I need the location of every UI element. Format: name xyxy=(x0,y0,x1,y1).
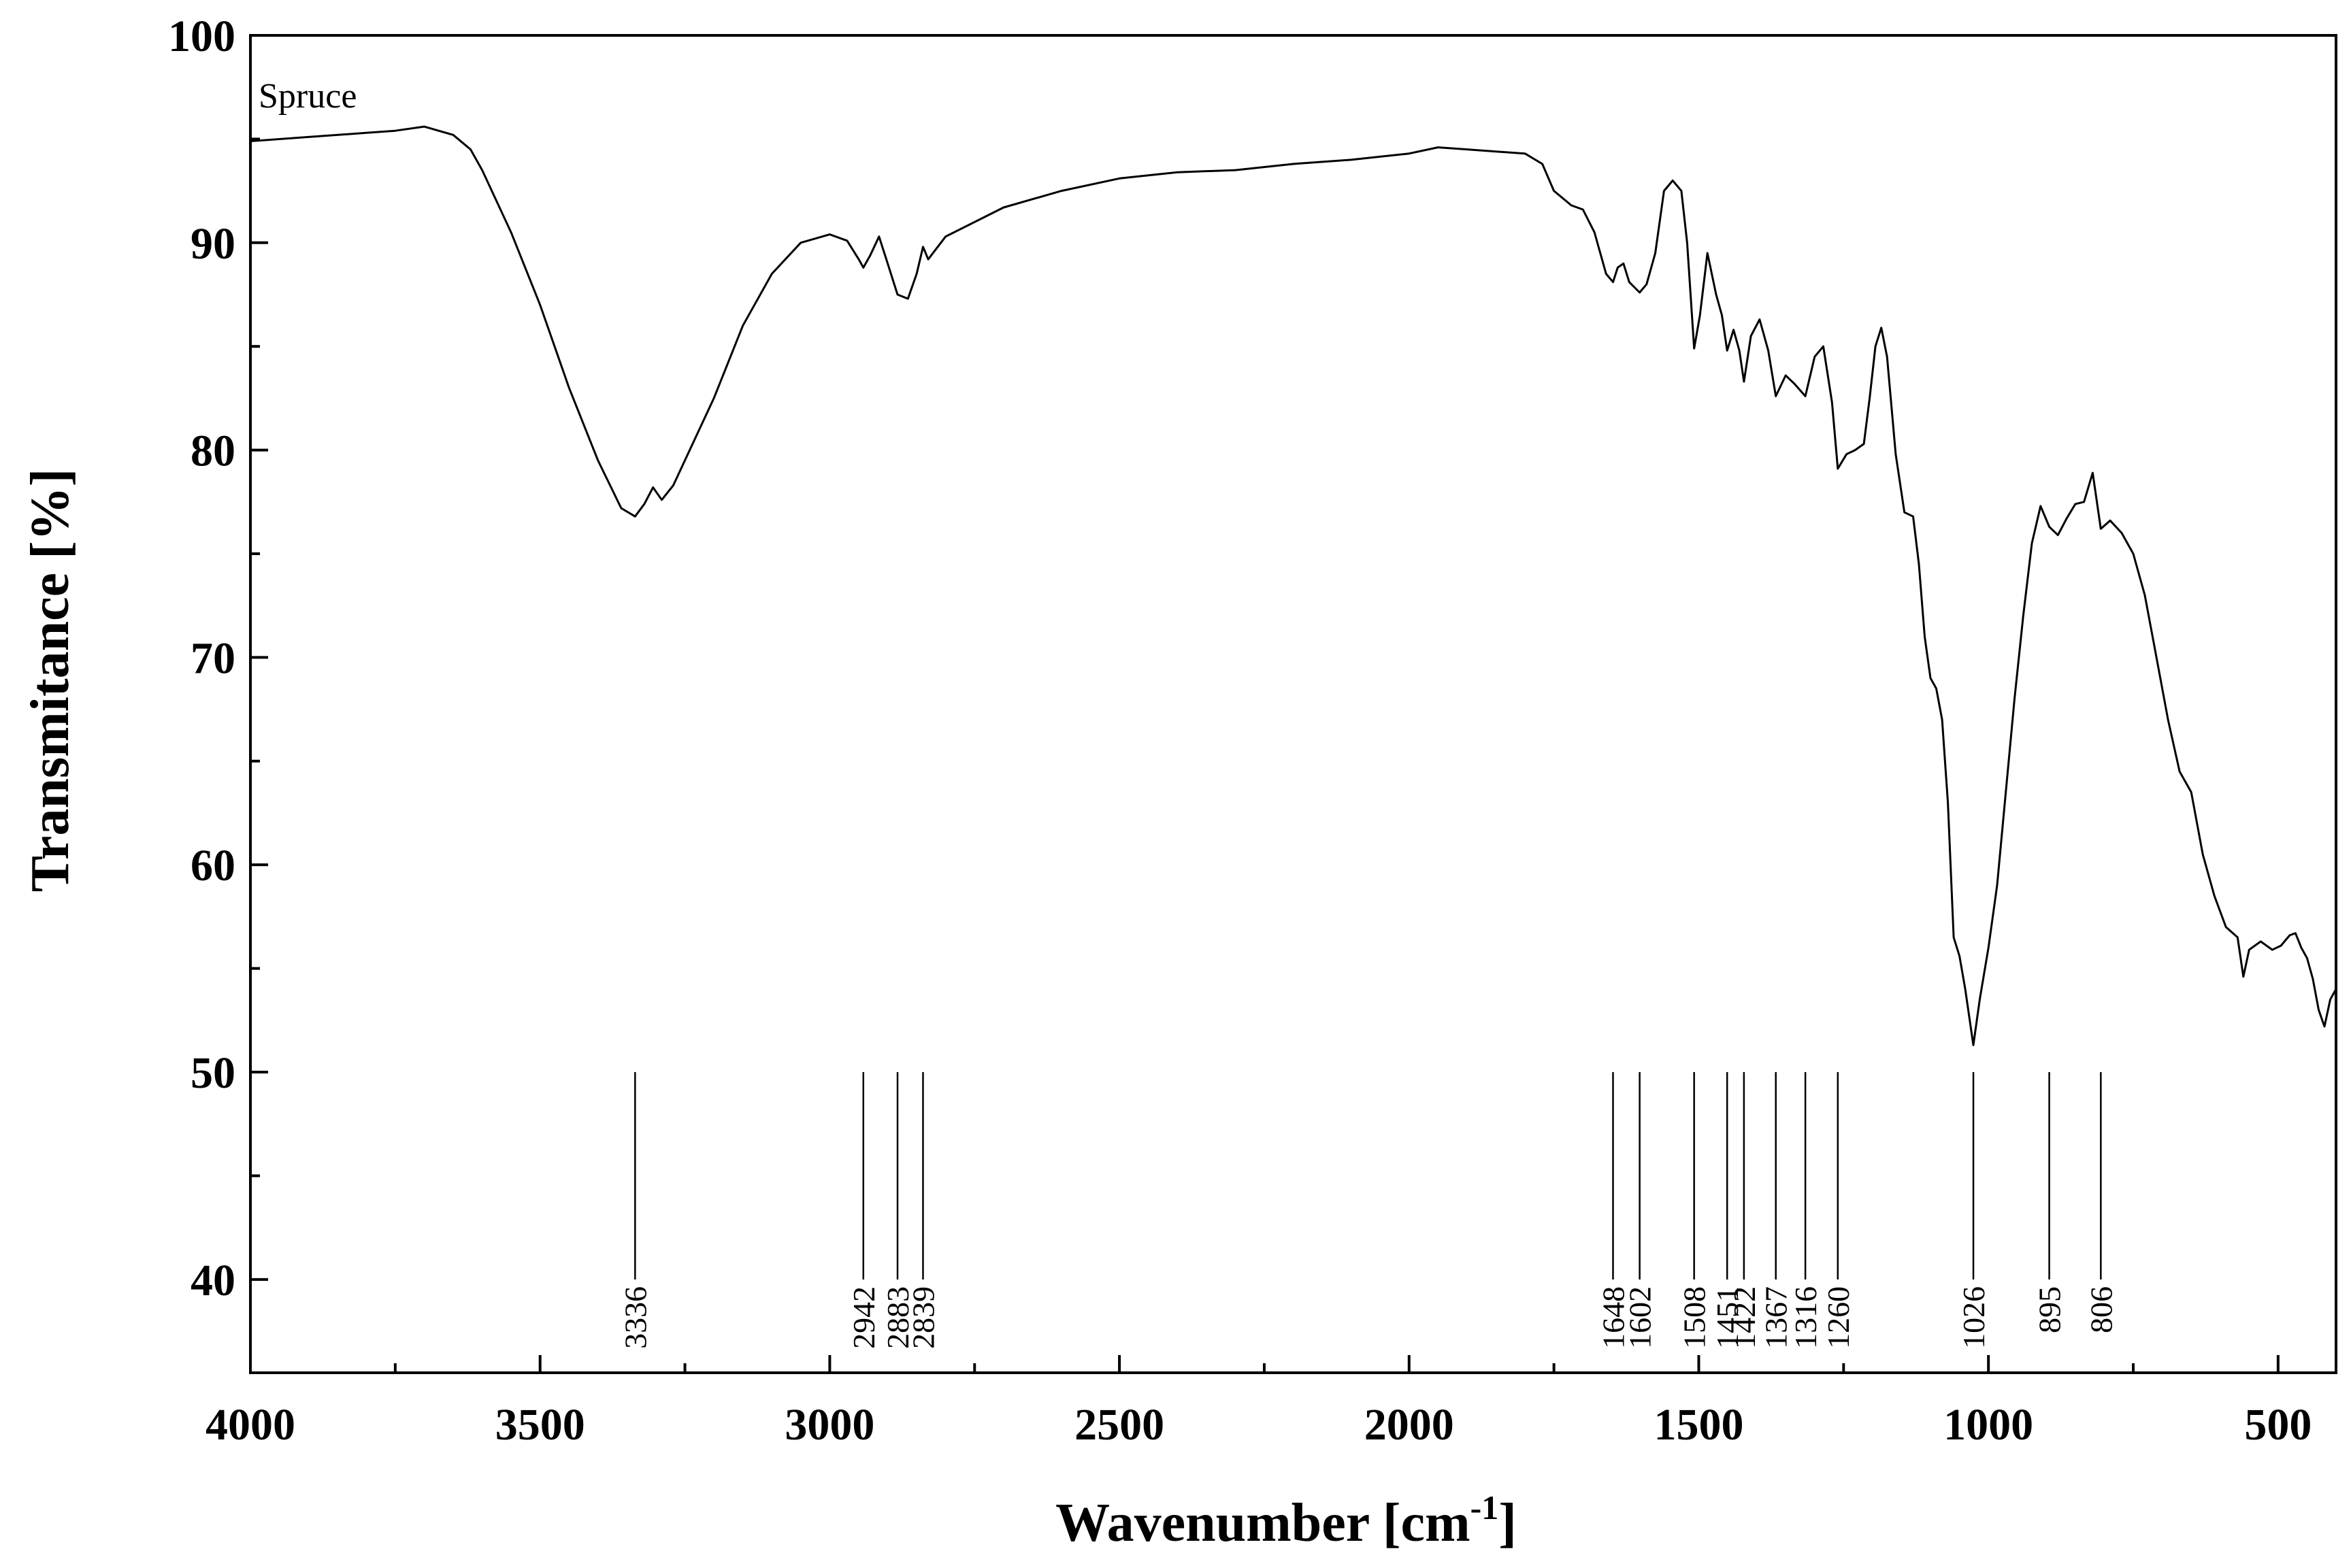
y-tick-label: 90 xyxy=(191,219,235,269)
y-axis-title: Transmitance [%] xyxy=(20,469,80,893)
series-label: Spruce xyxy=(259,77,357,116)
spectrum-line-spruce xyxy=(250,125,2337,1046)
x-axis-title-main: Wavenumber [cm xyxy=(1055,1493,1470,1553)
plot-frame xyxy=(249,34,2337,1374)
x-tick-label: 1000 xyxy=(1943,1400,2033,1450)
peak-label: 1316 xyxy=(1788,1286,1823,1349)
x-tick-label: 3000 xyxy=(785,1400,874,1450)
x-tick-label: 500 xyxy=(2244,1400,2312,1450)
peak-label: 1508 xyxy=(1677,1286,1712,1349)
y-axis-ticks: 40 50 60 70 80 90 100 xyxy=(168,12,268,1305)
x-axis-title: Wavenumber [cm-1] xyxy=(1055,1488,1517,1553)
peak-label: 3336 xyxy=(618,1286,653,1349)
peak-label: 1451 xyxy=(1710,1286,1745,1349)
y-tick-label: 60 xyxy=(191,841,235,890)
x-tick-label: 2000 xyxy=(1364,1400,1454,1450)
y-tick-label: 100 xyxy=(168,12,235,61)
x-axis-ticks: 4000 3500 3000 2500 2000 1500 1000 500 xyxy=(205,1355,2312,1450)
x-tick-label: 2500 xyxy=(1074,1400,1164,1450)
y-tick-label: 40 xyxy=(191,1256,235,1305)
peak-label: 1367 xyxy=(1759,1286,1794,1349)
peak-label: 2883 xyxy=(881,1286,915,1349)
x-axis-title-sup: -1 xyxy=(1470,1488,1499,1527)
peak-label: 1422 xyxy=(1727,1286,1762,1349)
x-tick-label: 1500 xyxy=(1654,1400,1743,1450)
y-tick-label: 50 xyxy=(191,1048,235,1098)
x-axis-title-close: ] xyxy=(1498,1493,1517,1553)
peak-label: 895 xyxy=(2033,1286,2067,1333)
x-tick-label: 3500 xyxy=(495,1400,585,1450)
y-tick-label: 80 xyxy=(191,427,235,476)
peak-label: 1648 xyxy=(1596,1286,1630,1349)
peak-label: 2839 xyxy=(906,1286,940,1349)
y-tick-label: 70 xyxy=(191,633,235,683)
peak-label: 1602 xyxy=(1623,1286,1658,1349)
peak-label: 1026 xyxy=(1956,1286,1991,1349)
peak-label: 806 xyxy=(2084,1286,2118,1333)
peak-label: 1260 xyxy=(1821,1286,1856,1349)
x-tick-label: 4000 xyxy=(205,1400,295,1450)
peak-label: 2942 xyxy=(846,1286,881,1349)
